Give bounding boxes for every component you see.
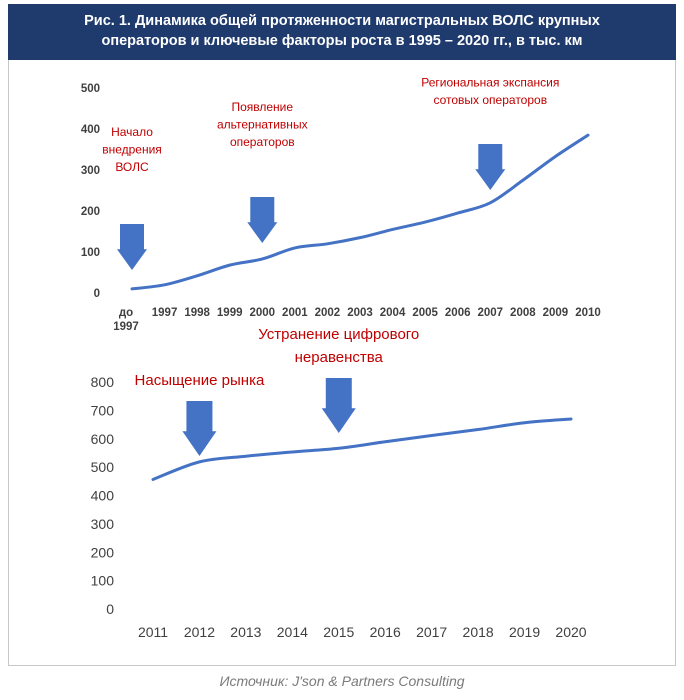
y-tick-label: 200 — [91, 544, 115, 560]
annotation-text: Устранение цифрового — [258, 326, 419, 343]
annotation-arrow-icon — [475, 144, 506, 190]
x-tick-label: 2019 — [509, 624, 540, 640]
x-tick-label: 2008 — [510, 307, 536, 319]
source-note: Источник: J'son & Partners Consulting — [219, 673, 465, 689]
y-tick-label: 700 — [91, 402, 115, 418]
x-tick-label: 1997 — [113, 321, 139, 333]
y-tick-label: 400 — [91, 488, 115, 504]
y-tick-label: 300 — [81, 165, 100, 177]
x-tick-label: 2002 — [315, 307, 341, 319]
x-tick-label: 2018 — [463, 624, 494, 640]
annotation-text: внедрения — [102, 143, 162, 157]
y-tick-label: 0 — [94, 288, 100, 300]
y-tick-label: 500 — [91, 459, 115, 475]
y-tick-label: 200 — [81, 206, 100, 218]
x-tick-label: 2003 — [347, 307, 373, 319]
annotation-text: операторов — [230, 135, 295, 149]
x-tick-label: 2014 — [277, 624, 308, 640]
figure-title-line1: Рис. 1. Динамика общей протяженности маг… — [84, 13, 600, 29]
annotation-arrow-icon — [247, 197, 278, 243]
series-line — [130, 133, 590, 291]
y-tick-label: 800 — [91, 374, 115, 390]
x-tick-label: 2000 — [249, 307, 275, 319]
y-tick-label: 100 — [91, 573, 115, 589]
x-tick-label: до — [119, 307, 133, 319]
y-tick-label: 100 — [81, 247, 100, 259]
y-tick-label: 0 — [106, 601, 114, 617]
chart-2011-2020: 0 100 200 300 400 500 600 700 800 2011 2012 2013 201… — [91, 326, 587, 640]
annotation-arrow-icon — [321, 378, 356, 433]
figure-title-line2: операторов и ключевые факторы роста в 19… — [101, 33, 583, 49]
x-tick-label: 2007 — [477, 307, 503, 319]
x-tick-label: 1998 — [184, 307, 210, 319]
y-tick-label: 400 — [81, 124, 100, 136]
x-tick-label: 2013 — [230, 624, 261, 640]
x-tick-label: 2016 — [370, 624, 401, 640]
annotation-text: Насыщение рынка — [135, 372, 265, 389]
annotation-arrow-icon — [182, 401, 217, 456]
figure-title: Рис. 1. Динамика общей протяженности маг… — [8, 4, 676, 60]
annotation-text: Региональная экспансия — [421, 76, 559, 90]
x-tick-label: 1999 — [217, 307, 243, 319]
x-tick-label: 2015 — [323, 624, 354, 640]
y-tick-label: 600 — [91, 431, 115, 447]
x-tick-label: 2006 — [445, 307, 471, 319]
x-tick-label: 2017 — [416, 624, 447, 640]
annotation-text: альтернативных — [217, 118, 308, 132]
chart-1997-2010: 0 100 200 300 400 500 до 1997 1997 1998 1999 2000 20… — [81, 76, 601, 334]
x-tick-label: 2004 — [380, 307, 406, 319]
series-line — [151, 417, 573, 481]
annotation-text: сотовых операторов — [433, 93, 547, 107]
x-tick-label: 1997 — [152, 307, 178, 319]
x-tick-label: 2001 — [282, 307, 308, 319]
x-tick-label: 2005 — [412, 307, 438, 319]
x-tick-label: 2011 — [138, 624, 168, 640]
x-tick-label: 2009 — [543, 307, 569, 319]
y-tick-label: 300 — [91, 516, 115, 532]
x-tick-label: 2020 — [555, 624, 586, 640]
x-tick-label: 2010 — [575, 307, 601, 319]
x-tick-label: 2012 — [184, 624, 215, 640]
annotation-text: Начало — [111, 125, 153, 139]
chart-frame — [8, 60, 676, 666]
annotation-text: ВОЛС — [115, 160, 149, 174]
y-tick-label: 500 — [81, 83, 100, 95]
annotation-arrow-icon — [117, 224, 147, 270]
annotation-text: Появление — [231, 100, 293, 114]
annotation-text: неравенства — [295, 349, 384, 366]
